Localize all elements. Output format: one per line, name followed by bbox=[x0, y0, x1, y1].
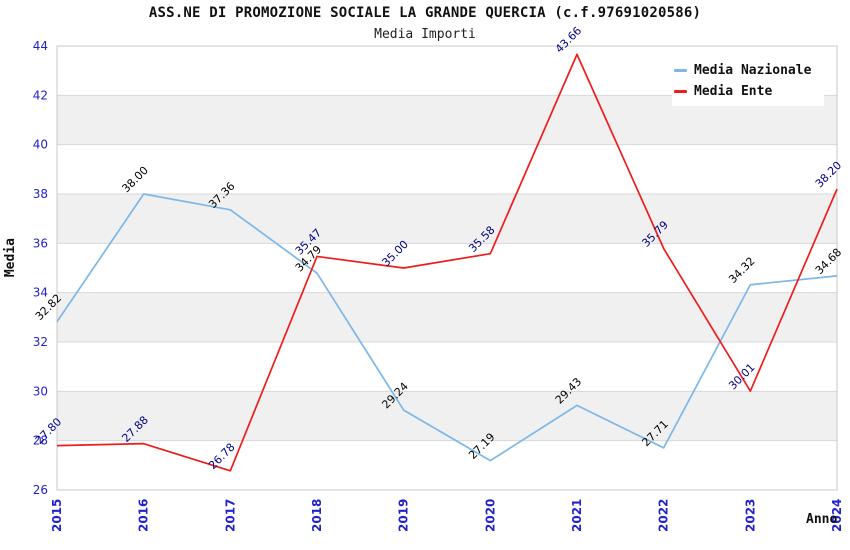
svg-text:2019: 2019 bbox=[397, 499, 411, 532]
svg-text:26: 26 bbox=[33, 483, 48, 497]
chart-title: ASS.NE DI PROMOZIONE SOCIALE LA GRANDE Q… bbox=[148, 5, 702, 21]
svg-text:40: 40 bbox=[33, 138, 48, 152]
svg-text:44: 44 bbox=[33, 39, 48, 53]
svg-text:2021: 2021 bbox=[570, 499, 584, 532]
svg-text:34: 34 bbox=[33, 286, 48, 300]
svg-text:2015: 2015 bbox=[50, 499, 64, 532]
svg-text:28: 28 bbox=[33, 434, 48, 448]
legend-label-media-ente: Media Ente bbox=[694, 84, 773, 99]
x-axis-title: Anno bbox=[806, 512, 838, 527]
svg-text:2017: 2017 bbox=[223, 499, 237, 532]
legend-item-media-ente: Media Ente bbox=[674, 81, 822, 102]
legend: Media Nazionale Media Ente bbox=[672, 56, 824, 106]
svg-text:2016: 2016 bbox=[137, 499, 151, 532]
legend-swatch-media-ente-icon bbox=[674, 90, 687, 93]
legend-label-media-nazionale: Media Nazionale bbox=[694, 63, 812, 78]
svg-text:32: 32 bbox=[33, 335, 48, 349]
svg-text:2023: 2023 bbox=[743, 499, 757, 532]
svg-text:2022: 2022 bbox=[657, 499, 671, 532]
svg-text:38: 38 bbox=[33, 187, 48, 201]
svg-text:2018: 2018 bbox=[310, 499, 324, 532]
svg-text:30: 30 bbox=[33, 384, 48, 398]
legend-item-media-nazionale: Media Nazionale bbox=[674, 60, 822, 81]
svg-text:2024: 2024 bbox=[830, 499, 844, 532]
svg-text:36: 36 bbox=[33, 236, 48, 250]
svg-text:2020: 2020 bbox=[483, 499, 497, 532]
y-axis-title: Media bbox=[3, 238, 18, 278]
legend-swatch-media-nazionale-icon bbox=[674, 69, 687, 72]
svg-text:42: 42 bbox=[33, 88, 48, 102]
chart-subtitle: Media Importi bbox=[374, 27, 476, 42]
